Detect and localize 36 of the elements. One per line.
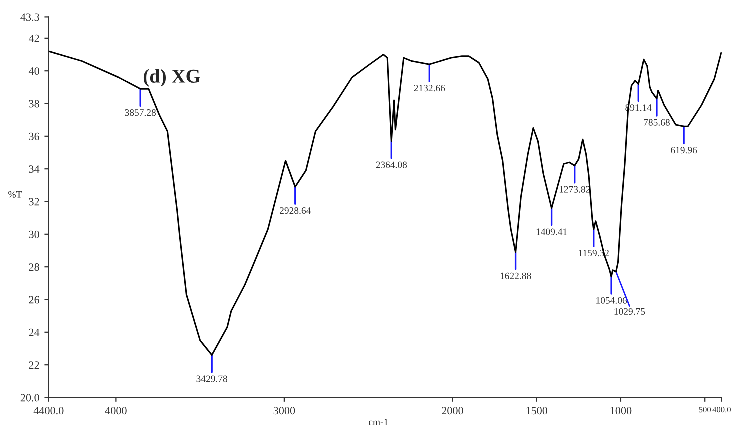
x-tick-label: 4000 [105,407,127,415]
annotation: 619.96 [671,147,698,154]
x-tick-label: 4400.0 [34,407,64,415]
annotation: 3429.78 [196,376,228,382]
annotation: 785.68 [644,119,670,126]
y-tick-label: 26 [29,296,40,304]
y-tick-label: 34 [29,166,40,174]
x-tick-label: 3000 [274,407,296,415]
x-tick-label: 1000 [610,407,632,415]
y-tick-label: 43.3 [20,14,40,22]
annotation: 1409.41 [536,228,568,236]
x-axis-title: cm-1 [369,419,388,426]
annotation: 2132.66 [414,85,446,92]
annotation: 3857.28 [125,110,156,116]
y-tick-label: 24 [29,328,40,336]
x-tick-label: 2000 [442,407,464,415]
y-tick-label: 20.0 [20,394,40,402]
x-tick-label: 1500 [526,407,548,415]
y-tick-label: 36 [29,132,40,140]
y-tick-label: 30 [29,230,40,238]
annotation: 1029.75 [614,308,646,316]
y-axis-title: %T [8,191,22,198]
text: (d) XG [144,69,200,87]
y-tick-label: 28 [29,264,40,272]
annotation: 2928.64 [280,208,312,214]
annotation: 1054.06 [596,297,628,304]
x-tick-label: 400.0 [712,407,731,413]
y-tick-label: 38 [29,100,40,108]
y-tick-label: 40 [28,68,40,76]
x-tick-label: 500 [699,407,712,413]
line-series [48,50,722,356]
y-tick-label: 22 [29,362,40,369]
annotation: 1622.88 [500,272,532,280]
y-tick-label: 32 [29,198,40,206]
annotation: 2364.08 [376,162,408,168]
y-tick-label: 42 [28,34,40,42]
